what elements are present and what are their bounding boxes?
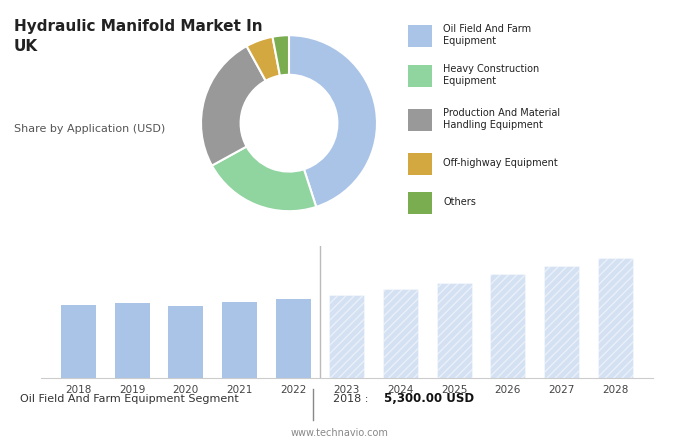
Text: Others: Others	[443, 198, 476, 207]
Bar	[222, 302, 257, 378]
Wedge shape	[289, 35, 377, 207]
Bar	[544, 266, 579, 378]
Wedge shape	[247, 37, 280, 81]
Bar	[437, 282, 472, 378]
Bar	[490, 274, 525, 378]
Text: Production And Material
Handling Equipment: Production And Material Handling Equipme…	[443, 108, 560, 130]
Bar	[169, 306, 203, 378]
Wedge shape	[273, 35, 289, 76]
Bar	[383, 290, 418, 378]
Bar	[329, 295, 364, 378]
Text: Off-highway Equipment: Off-highway Equipment	[443, 158, 558, 168]
Bar	[275, 299, 311, 378]
Bar	[408, 153, 432, 175]
Text: Share by Application (USD): Share by Application (USD)	[14, 124, 165, 134]
Text: 5,300.00 USD: 5,300.00 USD	[384, 392, 475, 405]
Text: Oil Field And Farm
Equipment: Oil Field And Farm Equipment	[443, 24, 532, 46]
Text: Oil Field And Farm Equipment Segment: Oil Field And Farm Equipment Segment	[20, 394, 239, 404]
Bar	[408, 193, 432, 214]
Text: 2018 :: 2018 :	[333, 394, 372, 404]
Bar	[408, 25, 432, 47]
Wedge shape	[212, 147, 316, 211]
Text: Hydraulic Manifold Market In
UK: Hydraulic Manifold Market In UK	[14, 19, 262, 54]
Bar	[115, 303, 150, 378]
Bar	[598, 257, 632, 378]
Bar	[61, 305, 96, 378]
Bar	[408, 109, 432, 131]
Text: Heavy Construction
Equipment: Heavy Construction Equipment	[443, 64, 540, 86]
Text: www.technavio.com: www.technavio.com	[291, 428, 389, 438]
Bar	[408, 65, 432, 87]
Wedge shape	[201, 46, 266, 165]
